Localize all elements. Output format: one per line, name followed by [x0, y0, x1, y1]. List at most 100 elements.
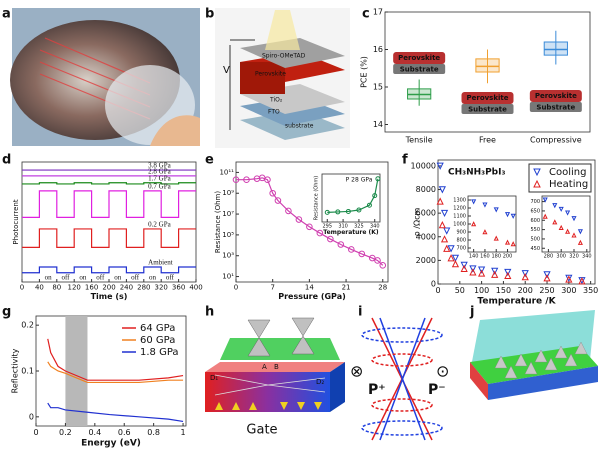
- x-tick-label: 180: [491, 254, 501, 260]
- annotation: on: [114, 274, 122, 282]
- y-axis-label: Photocurrent: [12, 199, 20, 244]
- series-line: [327, 178, 379, 213]
- y-tick-label: 2000: [416, 256, 436, 265]
- y-tick-label: 17: [373, 8, 383, 17]
- domain-label: D₂: [316, 378, 324, 386]
- data-point: [438, 186, 446, 194]
- x-tick-label: 340: [582, 254, 592, 260]
- panel-label: a: [2, 7, 11, 22]
- y-tick-label: 1200: [453, 206, 466, 212]
- x-tick-label: 200: [102, 284, 115, 292]
- legend-label: 1.8 GPa: [140, 347, 179, 358]
- data-point: [447, 245, 455, 253]
- badge-top: [529, 90, 582, 102]
- series-label: Ambient: [148, 259, 173, 267]
- data-point: [443, 244, 451, 252]
- series-line: [22, 266, 196, 274]
- polarization-label: P⁻: [428, 382, 446, 398]
- data-point: [471, 221, 477, 227]
- layer-label: TiO₂: [269, 97, 283, 104]
- x-tick-label: 50: [455, 286, 465, 295]
- data-point: [337, 241, 345, 248]
- x-tick-label: 28: [378, 284, 387, 292]
- data-point: [571, 216, 577, 222]
- point-label: A: [262, 363, 267, 371]
- chart-title: P 28 GPa: [346, 177, 373, 184]
- badge-top: [461, 92, 514, 104]
- badge-bottom: [529, 102, 582, 112]
- y-axis-label: PCE (%): [360, 56, 369, 88]
- badge-label: Substrate: [468, 106, 507, 114]
- y-tick-label: 500: [530, 236, 540, 242]
- data-point: [306, 223, 313, 231]
- x-tick-label: 320: [569, 254, 579, 260]
- panel-h-diagram: [205, 317, 345, 412]
- x-tick-label: 200: [503, 254, 513, 260]
- x-tick-label: 200: [518, 286, 533, 295]
- data-point: [374, 257, 381, 264]
- y-tick-label: 1300: [453, 198, 466, 204]
- series-line: [47, 361, 184, 384]
- badge-label: Substrate: [400, 66, 439, 74]
- panel-label: j: [469, 305, 474, 320]
- y-tick-label: 10000: [411, 161, 436, 170]
- series-label: 2.8 GPa: [148, 167, 171, 175]
- series-line: [22, 182, 196, 185]
- badge-label: Perovskite: [466, 94, 508, 102]
- data-point: [471, 199, 477, 205]
- y-tick-label: 10⁵: [222, 231, 234, 239]
- badge-label: Substrate: [536, 104, 575, 112]
- x-tick-label: Free: [479, 136, 496, 145]
- y-tick-label: 16: [373, 45, 383, 54]
- data-point: [565, 275, 573, 283]
- data-point: [542, 197, 548, 203]
- x-tick-label: 160: [480, 254, 490, 260]
- x-axis-label: Temperature /K: [477, 296, 556, 306]
- data-point: [438, 221, 446, 229]
- x-tick-label: 160: [85, 284, 98, 292]
- data-point: [358, 250, 366, 258]
- plot-area: [321, 173, 381, 223]
- shaded-region: [65, 316, 88, 426]
- data-point: [482, 229, 488, 235]
- x-tick-label: 250: [539, 286, 554, 295]
- x-tick-label: 240: [120, 284, 133, 292]
- x-tick-label: 360: [172, 284, 185, 292]
- data-point: [565, 210, 571, 216]
- badge-bottom: [461, 104, 514, 114]
- data-point: [264, 176, 271, 183]
- data-point: [510, 241, 516, 247]
- legend-label: Heating: [549, 179, 588, 190]
- legend-label: Cooling: [549, 167, 586, 178]
- polarization-label: P⁺: [368, 382, 386, 398]
- data-point: [451, 260, 460, 268]
- x-tick-label: 340: [370, 224, 380, 230]
- badge-top: [393, 52, 446, 64]
- data-point: [356, 207, 362, 213]
- data-point: [348, 246, 355, 253]
- y-tick-label: 450: [530, 246, 540, 252]
- annotation: on: [79, 274, 87, 282]
- data-point: [440, 209, 449, 218]
- data-point: [232, 176, 240, 183]
- y-tick-label: 0: [431, 280, 436, 289]
- field-symbol: ⊙: [436, 362, 449, 381]
- x-tick-label: 0: [435, 286, 440, 295]
- x-axis-label: Temperature (K): [323, 229, 379, 236]
- data-point: [274, 197, 282, 204]
- y-tick-label: 900: [456, 230, 466, 236]
- x-tick-label: 7: [270, 284, 274, 292]
- series-line: [236, 177, 384, 266]
- x-tick-label: 280: [544, 254, 554, 260]
- x-tick-label: Tensile: [405, 136, 433, 145]
- data-point: [578, 277, 586, 285]
- data-point: [460, 261, 468, 270]
- x-tick-label: 295: [322, 224, 332, 230]
- x-tick-label: 310: [338, 224, 348, 230]
- data-point: [316, 229, 324, 237]
- data-point: [521, 270, 529, 278]
- data-point: [493, 235, 499, 241]
- data-point: [577, 229, 583, 235]
- x-tick-label: 325: [354, 224, 364, 230]
- y-tick-label: 1000: [453, 222, 466, 228]
